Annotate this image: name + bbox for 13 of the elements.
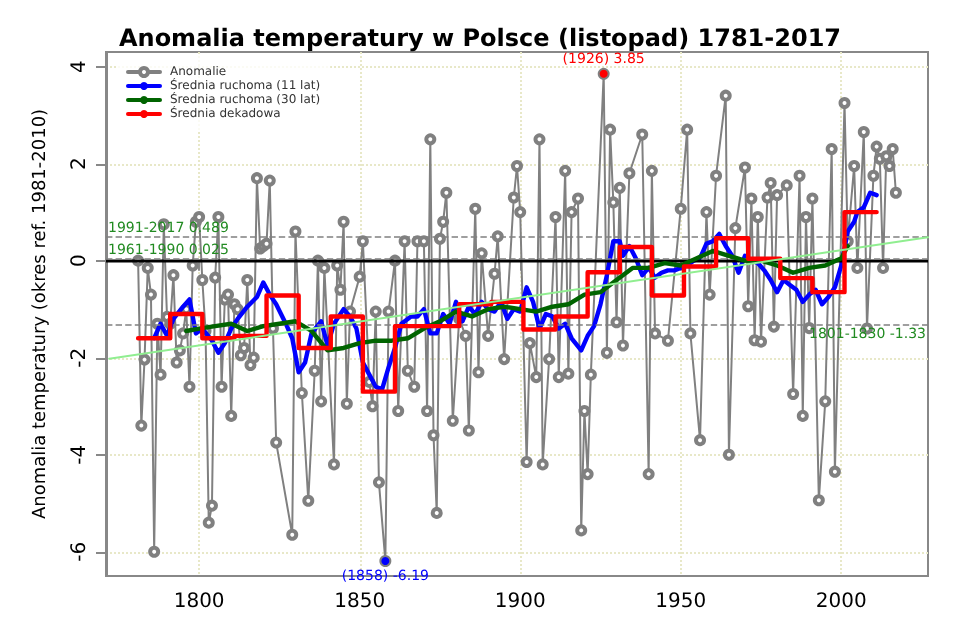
y-tick-label: 4	[69, 60, 91, 73]
y-tick-label: 0	[69, 254, 91, 267]
x-tick-label: 2000	[815, 591, 867, 613]
x-tick-label: 1950	[655, 591, 707, 613]
y-tick-label: 2	[69, 157, 91, 170]
y-tick-label: -6	[69, 541, 91, 562]
x-tick-label: 1850	[334, 591, 386, 613]
y-tick-label: -2	[69, 347, 91, 368]
chart-title: Anomalia temperatury w Polsce (listopad) 1781-2017	[118, 24, 842, 52]
x-tick-label: 1900	[494, 591, 546, 613]
x-tick-label: 1800	[173, 591, 225, 613]
y-tick-label: -4	[69, 444, 91, 465]
y-axis-title: Anomalia temperatury (okres ref. 1981-2010)	[31, 108, 51, 520]
